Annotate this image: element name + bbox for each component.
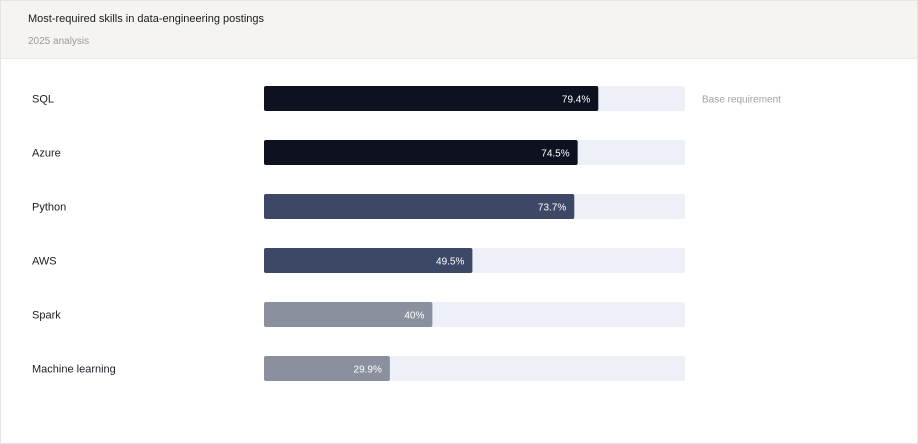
value-label-python: 73.7% <box>538 203 566 214</box>
value-label-machine-learning: 29.9% <box>354 365 382 376</box>
category-label-aws: AWS <box>32 256 57 268</box>
annotation-0: Base requirement <box>702 95 781 106</box>
value-label-spark: 40% <box>404 311 424 322</box>
value-label-sql: 79.4% <box>562 95 590 106</box>
bar-sql <box>264 86 599 111</box>
chart-title: Most-required skills in data-engineering… <box>28 13 265 25</box>
value-label-azure: 74.5% <box>541 149 569 160</box>
chart-header: Most-required skills in data-engineering… <box>1 1 917 59</box>
category-label-python: Python <box>32 202 66 214</box>
category-label-machine-learning: Machine learning <box>32 364 116 376</box>
value-label-aws: 49.5% <box>436 257 464 268</box>
category-label-azure: Azure <box>32 148 61 160</box>
bar-spark <box>264 302 433 327</box>
bar-aws <box>264 248 473 273</box>
chart-subtitle: 2025 analysis <box>28 36 90 47</box>
category-label-spark: Spark <box>32 310 61 322</box>
bar-python <box>264 194 575 219</box>
bar-azure <box>264 140 578 165</box>
category-label-sql: SQL <box>32 94 54 106</box>
bar-machine-learning <box>264 356 390 381</box>
